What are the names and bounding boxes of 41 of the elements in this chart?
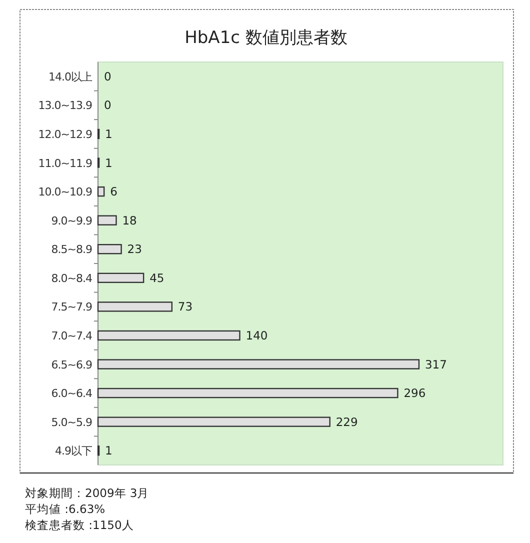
- y-tick-label: 8.0~8.4: [51, 272, 92, 285]
- y-tick-label: 4.9以下: [55, 444, 92, 458]
- y-tick-label: 14.0以上: [48, 70, 92, 84]
- bar: [97, 272, 144, 283]
- text: 対象期間：2009年 3月: [25, 486, 150, 500]
- y-tick-label: 11.0~11.9: [38, 156, 92, 170]
- data-label: 1: [105, 126, 112, 141]
- y-tick-label: 6.5~6.9: [51, 358, 92, 372]
- bar: [97, 359, 420, 370]
- y-tick-label: 6.0~6.4: [51, 387, 92, 400]
- data-label: 296: [404, 386, 426, 400]
- y-tick-label: 5.0~5.9: [51, 416, 92, 429]
- y-tick-label: 8.5~8.9: [51, 243, 92, 256]
- chart-title: HbA1c 数値別患者数: [184, 28, 348, 48]
- data-label: 23: [127, 242, 142, 256]
- text: 平均値 :6.63%: [25, 502, 106, 516]
- data-label: 0: [104, 98, 112, 112]
- data-label: 6: [110, 184, 118, 199]
- data-label: 45: [150, 270, 164, 285]
- data-label: 0: [104, 69, 112, 84]
- bar: [97, 215, 117, 226]
- data-label: 140: [246, 328, 268, 342]
- bar: [97, 330, 240, 341]
- y-tick-label: 7.5~7.9: [51, 300, 92, 314]
- y-tick-label: 12.0~12.9: [38, 128, 92, 141]
- bar: [97, 388, 398, 398]
- bar: [97, 244, 122, 254]
- y-tick-label: 9.0~9.9: [51, 214, 92, 228]
- data-label: 229: [336, 414, 358, 429]
- data-label: 1: [105, 444, 112, 458]
- data-label: 317: [424, 357, 447, 372]
- data-label: 1: [105, 156, 112, 170]
- y-tick-label: 7.0~7.4: [51, 329, 92, 342]
- bar: [97, 186, 105, 197]
- data-label: 73: [178, 300, 193, 314]
- data-label: 18: [122, 213, 137, 228]
- bar: [97, 302, 173, 312]
- text: 検査患者数 :1150人: [25, 518, 134, 532]
- bar: [97, 416, 330, 427]
- y-tick-label: 13.0~13.9: [38, 99, 92, 112]
- y-tick-label: 10.0~10.9: [38, 186, 92, 199]
